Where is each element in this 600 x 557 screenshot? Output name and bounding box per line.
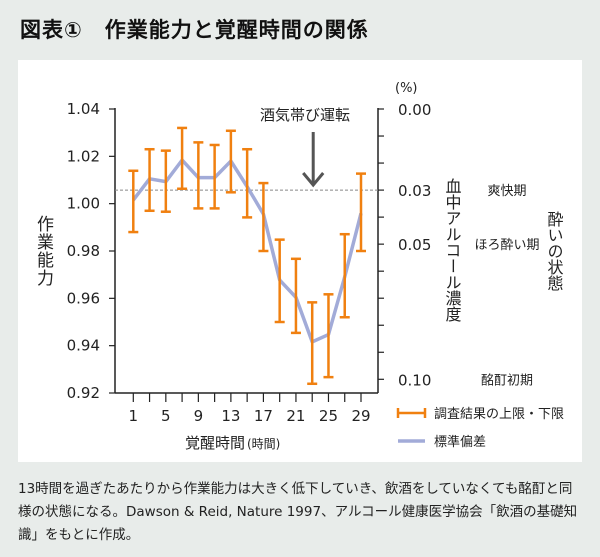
x-axis-unit: (時間) — [247, 437, 280, 451]
y-tick-label: 0.94 — [67, 337, 100, 355]
right-tick-label: 0.00 — [398, 101, 431, 119]
y-tick-label: 1.02 — [67, 147, 100, 165]
right-axis-label: 血中アルコール濃度 — [443, 178, 462, 322]
y-axis-label: 作業能力 — [33, 215, 54, 287]
right-axis-unit: (%) — [395, 81, 418, 96]
drunk-state-label: 酩酊初期 — [481, 373, 533, 388]
drunk-state-label: ほろ酔い期 — [474, 238, 539, 253]
drunk-state-axis-label: 酔いの状態 — [545, 211, 564, 291]
x-tick-label: 5 — [161, 407, 171, 425]
legend-label-range: 調査結果の上限・下限 — [434, 407, 564, 422]
y-tick-label: 0.96 — [67, 289, 100, 307]
x-tick-label: 21 — [286, 407, 305, 425]
x-tick-label: 25 — [319, 407, 338, 425]
x-tick-label: 1 — [129, 407, 139, 425]
y-tick-label: 0.98 — [67, 242, 100, 260]
chart-panel — [18, 60, 582, 462]
y-tick-label: 0.92 — [67, 384, 100, 402]
x-tick-label: 13 — [221, 407, 240, 425]
right-tick-label: 0.05 — [398, 236, 431, 254]
drunk-state-label: 爽快期 — [487, 184, 526, 199]
annotation-label: 酒気帯び運転 — [260, 106, 350, 124]
y-tick-label: 1.00 — [67, 195, 100, 213]
x-tick-label: 9 — [194, 407, 204, 425]
y-tick-label: 1.04 — [67, 100, 100, 118]
figure-title: 図表① 作業能力と覚醒時間の関係 — [20, 18, 369, 42]
x-tick-label: 17 — [254, 407, 273, 425]
legend-label-line: 標準偏差 — [434, 434, 486, 450]
annotation-arrow-head — [302, 172, 325, 188]
x-axis-label: 覚醒時間 — [185, 434, 245, 452]
caption: 13時間を過ぎたあたりから作業能力は大きく低下していき、飲酒をしていなくても酩酊… — [18, 481, 578, 543]
x-tick-label: 29 — [351, 407, 370, 425]
right-tick-label: 0.10 — [398, 371, 431, 389]
right-tick-label: 0.03 — [398, 182, 431, 200]
